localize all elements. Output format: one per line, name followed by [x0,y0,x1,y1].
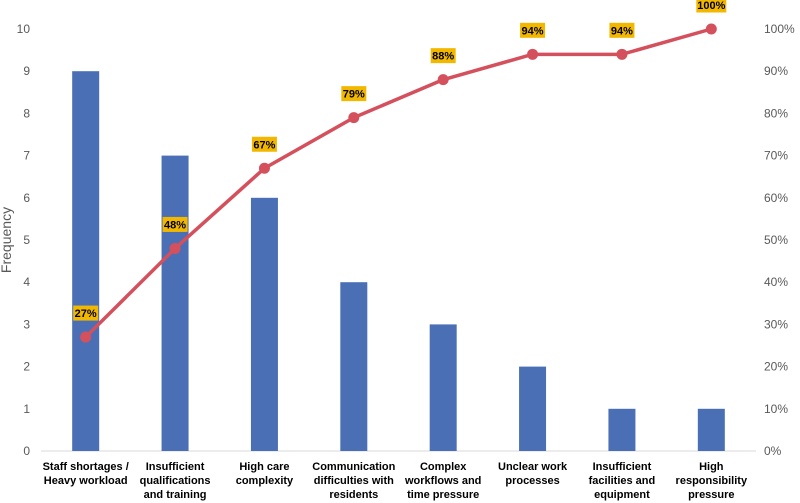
data-label-bg [696,0,727,13]
data-label-bg [609,22,635,38]
data-label: 48% [164,219,186,231]
data-label-bg [162,216,188,232]
y-tick-label: 4 [23,275,30,289]
bar [519,366,547,451]
data-label: 100% [697,0,725,12]
data-label: 79% [343,89,365,101]
bar [161,155,189,451]
axes: 0123456789100%10%20%30%40%50%60%70%80%90… [17,22,795,501]
y2-tick-label: 100% [764,22,795,36]
line-point [80,331,92,343]
y-tick-label: 8 [23,106,30,120]
y2-tick-label: 70% [764,149,788,163]
bar [608,408,636,451]
y2-tick-label: 0% [764,444,782,458]
y-tick-label: 2 [23,360,30,374]
data-label-bg [251,136,277,152]
y-tick-label: 7 [23,149,30,163]
line-point [616,48,628,60]
y-tick-label: 10 [17,22,31,36]
y2-tick-label: 10% [764,402,788,416]
x-tick-label: Communication difficulties with residents [312,461,395,501]
x-tick-label: Complex workflows and time pressure [404,461,481,501]
y-tick-label: 0 [23,444,30,458]
y2-tick-label: 60% [764,191,788,205]
line-point [348,112,360,124]
bar [340,282,368,451]
cumulative-line [84,27,712,339]
data-label-bg [341,86,367,102]
x-tick-label: Insufficient qualifications and training [140,461,211,501]
y2-tick-label: 30% [764,317,788,331]
data-label: 94% [611,25,633,37]
line-point [258,162,270,174]
x-tick-label: Unclear work processes [498,461,568,487]
data-label: 94% [522,25,544,37]
bar-series [72,71,725,451]
data-labels: 27% 48% 67% 79% 88% 94% 94% 100% [73,0,727,321]
data-label: 27% [75,308,97,320]
y2-tick-label: 20% [764,360,788,374]
cumulative-line-series [80,23,717,343]
y2-tick-label: 40% [764,275,788,289]
data-label-bg [520,22,546,38]
line-point [169,242,181,254]
x-tick-label: Staff shortages / Heavy workload [43,461,129,487]
y-tick-label: 5 [23,233,30,247]
y-tick-label: 9 [23,64,30,78]
y2-tick-label: 50% [764,233,788,247]
data-label: 67% [253,139,275,151]
data-label: 88% [432,51,454,63]
x-tick-label: Insufficient facilities and equipment [589,461,656,501]
bar [429,324,457,451]
x-tick-label: High care complexity [236,461,294,487]
y-tick-label: 1 [23,402,30,416]
bar [250,197,278,451]
y-tick-label: 6 [23,191,30,205]
data-label-bg [430,48,456,64]
line-point [527,48,539,60]
line-point [705,23,717,35]
bar [72,71,100,451]
y2-tick-label: 80% [764,106,788,120]
bar [697,408,725,451]
data-label-bg [73,305,99,321]
y-axis-label: Frequency [0,207,14,273]
y2-tick-label: 90% [764,64,788,78]
y-tick-label: 3 [23,317,30,331]
line-point [437,74,449,86]
x-tick-label: High responsibility pressure [676,461,748,501]
